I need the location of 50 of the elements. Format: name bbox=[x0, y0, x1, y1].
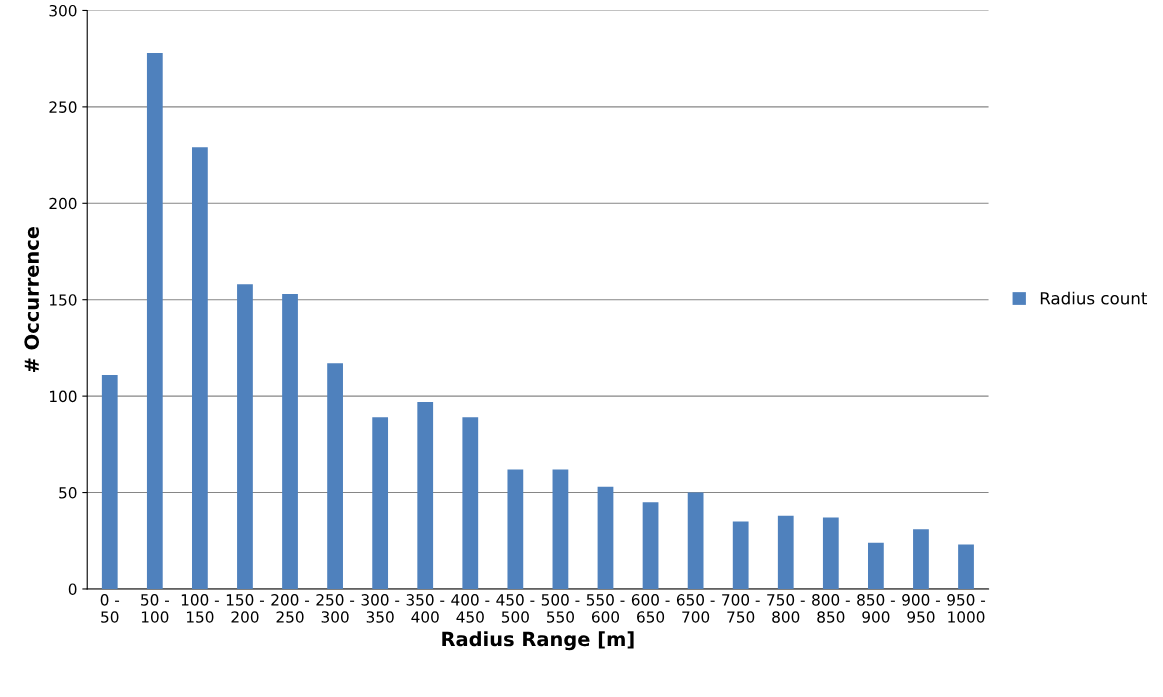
bar bbox=[687, 492, 704, 589]
y-tick-label: 150 bbox=[50, 294, 77, 306]
x-tick-label: 700 - 750 bbox=[722, 594, 760, 623]
bar bbox=[958, 544, 974, 589]
bar bbox=[146, 52, 163, 589]
x-tick-label: 150 - 200 bbox=[226, 594, 264, 623]
bar bbox=[372, 417, 389, 589]
bar bbox=[327, 363, 343, 589]
x-tick-label: 450 - 500 bbox=[496, 594, 535, 623]
bar bbox=[777, 515, 794, 589]
x-axis-title: Radius Range [m] bbox=[442, 631, 634, 651]
x-tick-label: 300 - 350 bbox=[361, 594, 400, 623]
bar bbox=[462, 417, 479, 589]
bar bbox=[192, 147, 208, 589]
x-tick-label: 750 - 800 bbox=[767, 594, 805, 623]
y-tick-label: 50 bbox=[59, 487, 77, 499]
x-tick-label: 200 - 250 bbox=[271, 594, 310, 623]
x-tick-label: 800 - 850 bbox=[812, 594, 850, 623]
bar bbox=[237, 284, 253, 589]
bar bbox=[597, 486, 614, 589]
x-tick-label: 650 - 700 bbox=[676, 594, 715, 623]
bar bbox=[868, 542, 884, 589]
y-tick-label: 200 bbox=[49, 197, 77, 210]
legend-label: Radius count bbox=[1040, 291, 1148, 305]
x-tick-label: 850 - 900 bbox=[857, 594, 895, 623]
x-tick-label: 350 - 400 bbox=[406, 594, 445, 623]
bar bbox=[101, 374, 118, 589]
bar bbox=[417, 401, 434, 589]
y-tick-label: 300 bbox=[49, 4, 77, 17]
bar bbox=[732, 521, 749, 589]
x-tick-label: 250 - 300 bbox=[316, 594, 355, 623]
bar bbox=[552, 469, 569, 589]
x-tick-label: 550 - 600 bbox=[586, 594, 625, 623]
bar bbox=[822, 517, 839, 589]
bar bbox=[282, 293, 298, 589]
y-tick-label: 0 bbox=[68, 583, 77, 595]
bar bbox=[507, 469, 524, 589]
x-tick-label: 900 - 950 bbox=[902, 594, 940, 623]
y-tick-label: 250 bbox=[49, 101, 77, 113]
bar bbox=[913, 529, 929, 589]
y-tick-label: 100 bbox=[50, 390, 77, 403]
x-tick-label: 500 - 550 bbox=[541, 594, 580, 623]
y-axis-title: # Occurrence bbox=[24, 226, 40, 373]
x-tick-label: 600 - 650 bbox=[631, 594, 670, 623]
x-tick-label: 0 - 50 bbox=[100, 594, 120, 623]
x-tick-label: 100 - 150 bbox=[181, 594, 219, 623]
x-tick-label: 950 - 1000 bbox=[947, 594, 986, 623]
bar bbox=[642, 502, 659, 589]
x-tick-label: 50 - 100 bbox=[141, 594, 169, 623]
x-tick-label: 400 - 450 bbox=[451, 594, 490, 623]
